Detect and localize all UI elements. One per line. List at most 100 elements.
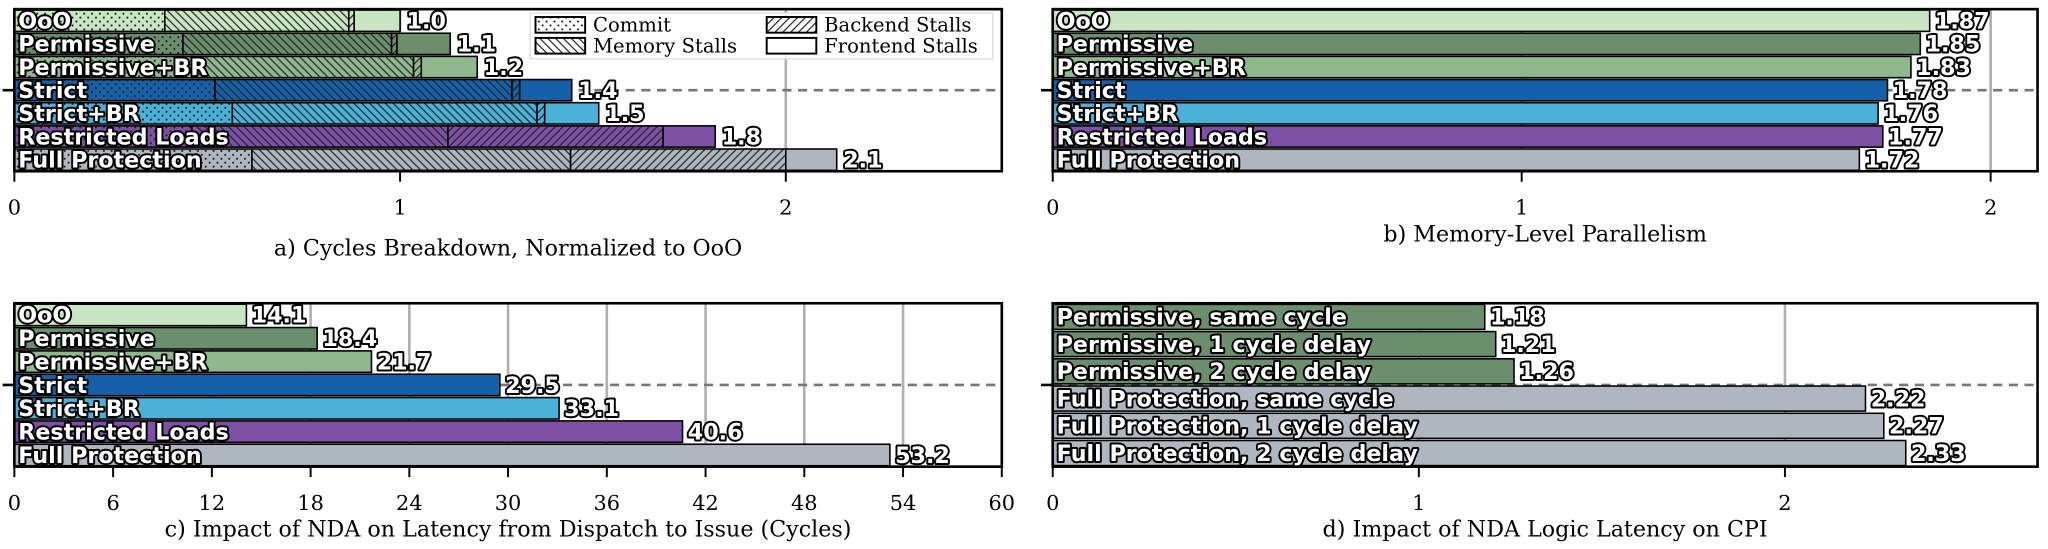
total-label: 1.0	[407, 9, 446, 35]
bar-segment	[511, 78, 521, 102]
bar-segment	[214, 78, 513, 102]
value-label: 18.4	[322, 326, 377, 352]
bar-segment	[420, 55, 479, 79]
value-label: 1.18	[1490, 305, 1545, 331]
value-label: 1.21	[1501, 332, 1556, 358]
x-tick-label: 2	[1778, 491, 1791, 515]
bar	[1051, 9, 1931, 33]
bar-segment	[251, 148, 572, 172]
category-label: Strict+BR	[18, 396, 140, 422]
legend-box	[529, 12, 994, 60]
legend-swatch	[765, 36, 818, 55]
x-tick-label: 0	[1046, 491, 1059, 515]
category-label: Permissive, 1 cycle delay	[1057, 332, 1372, 358]
category-label: Strict	[18, 78, 87, 104]
category-label: Permissive+BR	[18, 349, 207, 375]
category-label: Strict	[1057, 78, 1126, 104]
value-label: 1.26	[1519, 359, 1574, 385]
value-label: 1.85	[1926, 32, 1981, 58]
plot-frame	[1051, 301, 2039, 468]
plot-frame	[1051, 7, 2039, 173]
category-label: Full Protection	[1057, 147, 1240, 173]
legend-label: Memory Stalls	[593, 35, 737, 58]
bar-segment	[182, 32, 393, 56]
category-label: Full Protection, 1 cycle delay	[1057, 414, 1419, 440]
bar-segment	[191, 55, 415, 79]
x-tick-label: 30	[495, 491, 522, 515]
value-label: 40.6	[688, 419, 743, 445]
bar-segment	[347, 9, 355, 33]
category-label: Permissive+BR	[18, 55, 207, 81]
category-label: Permissive, 2 cycle delay	[1057, 359, 1372, 385]
x-tick-label: 1	[1412, 491, 1425, 515]
value-label: 2.33	[1911, 441, 1966, 467]
category-label: Permissive	[18, 326, 155, 352]
category-label: OoO	[1057, 9, 1110, 35]
value-label: 29.5	[505, 373, 560, 399]
x-axis-label: b) Memory-Level Parallelism	[1383, 221, 1707, 247]
bar-segment	[447, 125, 664, 148]
legend-swatch	[534, 36, 587, 55]
x-tick-label: 1	[1515, 196, 1528, 220]
x-tick-label: 1	[393, 196, 406, 220]
bar	[1051, 303, 1486, 331]
bar	[1051, 439, 1907, 467]
x-tick-label: 2	[779, 196, 792, 220]
bar-segment	[231, 101, 538, 125]
x-tick-label: 42	[692, 491, 719, 515]
total-label: 1.5	[605, 101, 644, 127]
bar	[1051, 78, 1889, 102]
value-label: 1.78	[1893, 78, 1948, 104]
plot-frame	[13, 7, 1004, 173]
x-axis-label: d) Impact of NDA Logic Latency on CPI	[1323, 517, 1768, 543]
value-label: 33.1	[564, 396, 619, 422]
value-label: 53.2	[895, 443, 950, 469]
category-label: Restricted Loads	[18, 419, 228, 445]
total-label: 1.2	[484, 55, 523, 81]
x-tick-label: 24	[396, 491, 423, 515]
x-tick-label: 60	[989, 491, 1016, 515]
x-tick-label: 6	[106, 491, 119, 515]
bar-segment	[785, 148, 838, 172]
x-tick-label: 0	[1046, 196, 1059, 220]
category-label: Permissive	[1057, 32, 1194, 58]
value-label: 21.7	[377, 349, 432, 375]
category-label: Permissive+BR	[1057, 55, 1246, 81]
bar	[1051, 358, 1515, 385]
bar	[1051, 330, 1497, 358]
category-label: Full Protection	[18, 147, 201, 173]
value-label: 1.72	[1865, 147, 1920, 173]
x-tick-label: 54	[890, 491, 917, 515]
value-label: 14.1	[252, 303, 307, 329]
legend-swatch	[765, 16, 818, 34]
value-label: 2.22	[1871, 386, 1926, 412]
bar-segment	[412, 55, 423, 79]
category-label: Permissive, same cycle	[1057, 305, 1347, 331]
x-axis-label: a) Cycles Breakdown, Normalized to OoO	[274, 236, 742, 262]
x-tick-label: 18	[297, 491, 324, 515]
category-label: Strict+BR	[18, 101, 140, 127]
bar-segment	[396, 32, 452, 56]
value-label: 2.27	[1889, 414, 1944, 440]
legend-label: Frontend Stalls	[824, 35, 978, 58]
category-label: Strict	[18, 373, 87, 399]
total-label: 1.8	[722, 124, 761, 150]
category-label: Full Protection, 2 cycle delay	[1057, 441, 1419, 467]
bar-segment	[536, 101, 546, 125]
legend-label: Backend Stalls	[824, 14, 971, 37]
bar-segment	[390, 32, 398, 56]
legend-label: Commit	[593, 14, 671, 37]
value-label: 1.77	[1888, 124, 1943, 150]
x-tick-label: 0	[8, 491, 21, 515]
total-label: 1.4	[578, 78, 617, 104]
value-label: 1.83	[1916, 55, 1971, 81]
category-label: Restricted Loads	[1057, 124, 1267, 150]
bar-segment	[662, 125, 716, 148]
total-label: 2.1	[843, 147, 882, 173]
category-label: Full Protection	[18, 443, 201, 469]
total-label: 1.1	[457, 32, 496, 58]
category-label: Strict+BR	[1057, 101, 1179, 127]
x-tick-label: 48	[791, 491, 818, 515]
